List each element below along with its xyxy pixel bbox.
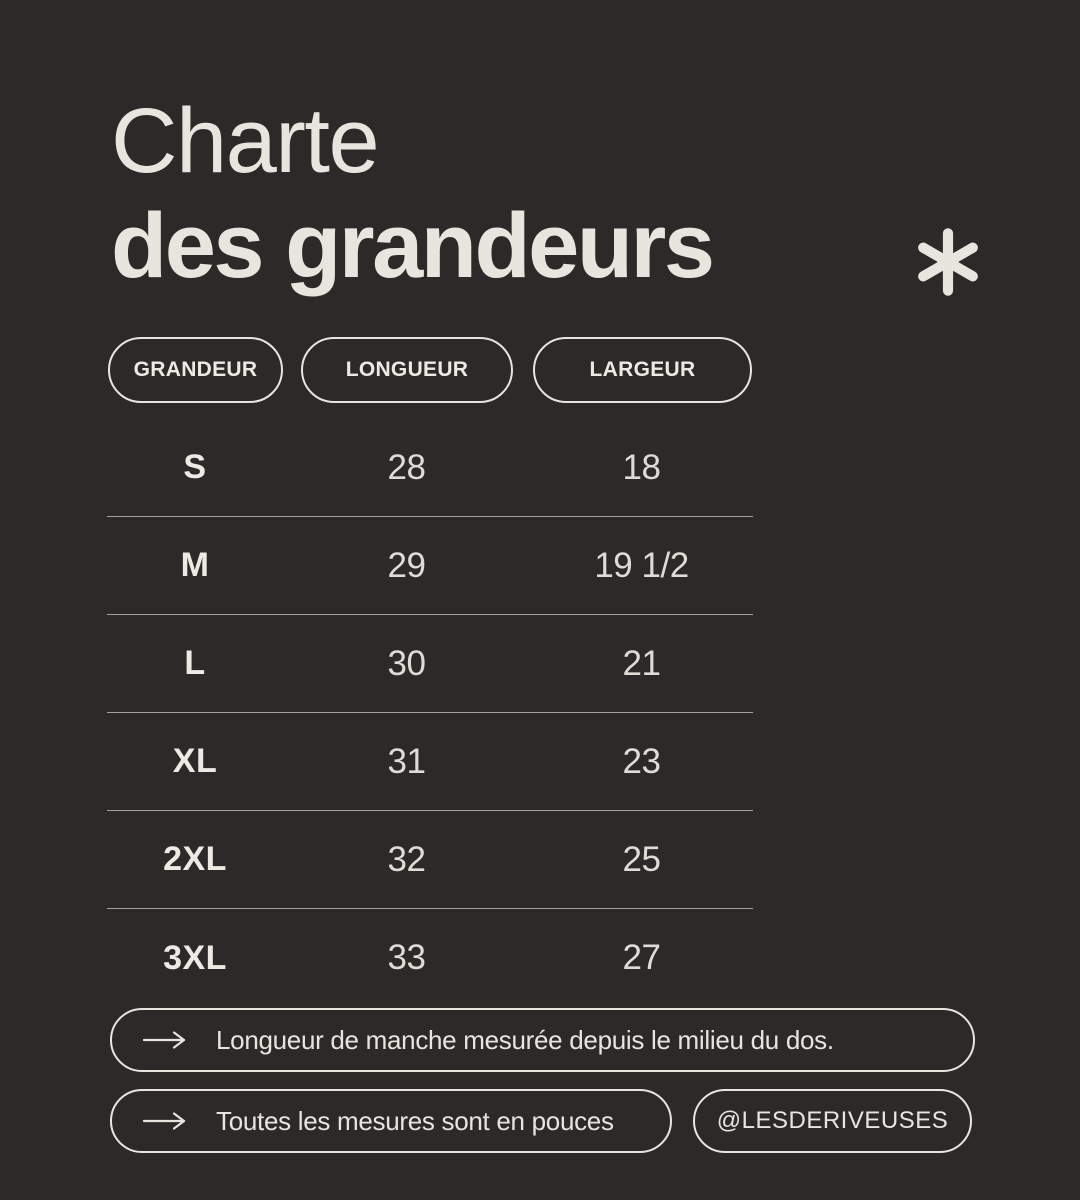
largeur-cell: 21 <box>622 643 661 683</box>
table-row: 3XL 33 27 <box>107 909 753 1007</box>
longueur-cell: 28 <box>387 447 426 487</box>
asterisk-icon <box>918 228 978 296</box>
largeur-cell: 23 <box>622 741 661 781</box>
page-title-line1: Charte <box>111 90 380 192</box>
social-handle-badge: @LESDERIVEUSES <box>693 1089 972 1153</box>
longueur-cell: 29 <box>387 545 426 585</box>
table-row: M 29 19 1/2 <box>107 517 753 615</box>
largeur-cell: 25 <box>622 839 661 879</box>
column-pill-largeur: LARGEUR <box>533 337 752 403</box>
table-row: L 30 21 <box>107 615 753 713</box>
largeur-cell: 19 1/2 <box>594 545 689 585</box>
column-label-longueur: LONGUEUR <box>345 358 469 381</box>
note-sleeve-measurement: Longueur de manche mesurée depuis le mil… <box>110 1008 975 1072</box>
social-handle-label: @LESDERIVEUSES <box>716 1107 949 1134</box>
longueur-cell: 33 <box>387 938 426 977</box>
size-cell: S <box>183 448 207 486</box>
size-cell: 3XL <box>163 938 227 977</box>
column-label-largeur: LARGEUR <box>589 358 696 381</box>
size-cell: 2XL <box>163 840 227 878</box>
largeur-cell: 18 <box>622 447 661 487</box>
note-text: Longueur de manche mesurée depuis le mil… <box>216 1024 834 1055</box>
page-title: Charte des grandeurs <box>111 89 715 299</box>
largeur-cell: 27 <box>622 938 661 977</box>
arrow-right-icon <box>142 1031 186 1049</box>
table-row: 2XL 32 25 <box>107 811 753 909</box>
longueur-cell: 32 <box>387 839 426 879</box>
column-label-grandeur: GRANDEUR <box>133 358 258 381</box>
arrow-right-icon <box>142 1112 186 1130</box>
note-units: Toutes les mesures sont en pouces <box>110 1089 672 1153</box>
column-pill-grandeur: GRANDEUR <box>108 337 283 403</box>
table-row: S 28 18 <box>107 419 753 517</box>
size-cell: XL <box>172 742 218 780</box>
column-pill-longueur: LONGUEUR <box>301 337 513 403</box>
size-chart-table: S 28 18 M 29 19 1/2 L 30 21 XL 31 23 2XL… <box>107 419 753 1007</box>
longueur-cell: 30 <box>387 643 426 683</box>
page-title-line2: des grandeurs <box>111 195 715 297</box>
table-row: XL 31 23 <box>107 713 753 811</box>
size-cell: L <box>184 644 206 682</box>
note-text: Toutes les mesures sont en pouces <box>216 1105 614 1136</box>
size-cell: M <box>180 546 210 584</box>
longueur-cell: 31 <box>387 741 426 781</box>
